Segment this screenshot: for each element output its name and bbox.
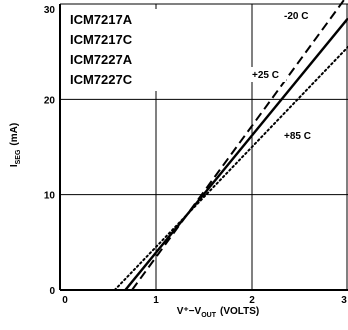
- series-line-20c-0: [131, 0, 346, 291]
- series-line-85c-2: [113, 45, 348, 291]
- x-axis-label-sub: OUT: [201, 312, 217, 319]
- y-tick-label-20: 20: [44, 95, 56, 106]
- x-axis-label: V⁺−VOUT (VOLTS): [177, 306, 260, 319]
- x-axis-label-main: V⁺−V: [177, 306, 202, 317]
- y-axis-label-main: I: [9, 164, 20, 167]
- y-tick-label-10: 10: [44, 191, 56, 202]
- legend-block-line-4: ICM7227C: [70, 72, 133, 87]
- annotation-plus25: +25 C: [252, 70, 279, 81]
- x-axis-label-units: (VOLTS): [220, 306, 259, 317]
- annotation-plus85: +85 C: [284, 131, 311, 142]
- annotation-bg-plus25: [250, 67, 286, 82]
- y-tick-label-30: 30: [44, 5, 56, 16]
- annotation-bg-plus85: [282, 128, 318, 143]
- y-axis-label-sub: SEG: [15, 149, 22, 164]
- annotation-minus20: -20 C: [284, 11, 308, 22]
- x-tick-label-2: 2: [249, 295, 255, 306]
- y-tick-label-0: 0: [49, 286, 55, 297]
- y-axis-label-units: (mA): [9, 123, 20, 146]
- legend-block-line-1: ICM7217A: [70, 12, 133, 27]
- legend-block-bg: [66, 9, 162, 91]
- x-tick-label-1: 1: [153, 295, 159, 306]
- x-tick-label-0: 0: [62, 295, 68, 306]
- annotation-bg-minus20: [281, 8, 319, 23]
- legend-block-line-3: ICM7227A: [70, 52, 133, 67]
- series-line-25c-1: [124, 17, 348, 291]
- x-tick-label-3: 3: [341, 295, 347, 306]
- y-axis-label: ISEG (mA): [9, 123, 22, 167]
- legend-block-line-2: ICM7217C: [70, 32, 133, 47]
